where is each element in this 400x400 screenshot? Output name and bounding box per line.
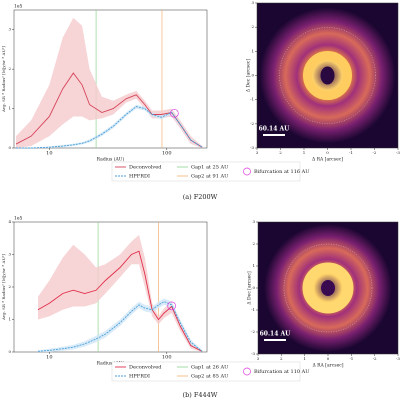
y-tick-label: 2 bbox=[8, 284, 11, 289]
x-tick-label: -3 bbox=[396, 356, 400, 361]
bifurcation-ring bbox=[283, 243, 373, 333]
y-offset-label: 1e5 bbox=[14, 216, 23, 222]
legend-label: Deconvolved bbox=[129, 165, 162, 171]
legend-label: Bifurcation at 110 AU bbox=[254, 369, 309, 375]
bifurcation-marker bbox=[167, 301, 176, 311]
plot-frame bbox=[13, 9, 208, 149]
y-tick-label: 3 bbox=[251, 0, 254, 5]
x-axis-label: Radius (AU) bbox=[97, 360, 125, 367]
y-tick-label: 1 bbox=[8, 106, 11, 111]
x-tick-label: 0 bbox=[327, 356, 330, 361]
x-tick-label: 2 bbox=[280, 356, 283, 361]
legend-label: HPFRDI bbox=[129, 174, 150, 180]
y-tick-label: -2 bbox=[251, 329, 255, 334]
bifurcation-ring bbox=[279, 27, 376, 124]
y-tick-label: 0 bbox=[252, 285, 255, 290]
x-tick-label: 3 bbox=[257, 356, 260, 361]
disk-center bbox=[320, 66, 335, 85]
y-axis-label: Δ Dec [arcsec] bbox=[246, 59, 252, 93]
x-tick-label: 100 bbox=[162, 355, 172, 361]
y-tick-label: -3 bbox=[250, 145, 254, 150]
y-tick-label: 0 bbox=[251, 73, 254, 78]
legend-box bbox=[111, 161, 301, 182]
x-tick-label: -1 bbox=[349, 150, 353, 155]
y-tick-label: 2 bbox=[251, 24, 254, 29]
y-axis-label: Δ Dec [arcsec] bbox=[247, 271, 253, 305]
y-tick-label: 3 bbox=[8, 27, 11, 32]
y-tick-label: -1 bbox=[251, 307, 255, 312]
x-tick-label: -2 bbox=[373, 150, 377, 155]
x-tick-label: 0 bbox=[326, 150, 329, 155]
legend-label: Gap1 at 25 AU bbox=[191, 165, 228, 171]
x-axis-label: Δ RA [arcsec] bbox=[312, 157, 343, 163]
inner-ring bbox=[303, 51, 352, 100]
legend-swatch bbox=[243, 167, 251, 176]
series-line bbox=[37, 301, 203, 352]
bifurcation-marker bbox=[170, 108, 179, 118]
legend-label: Gap2 at 85 AU bbox=[191, 374, 228, 380]
x-tick-label: -1 bbox=[349, 356, 353, 361]
uncertainty-band bbox=[37, 235, 203, 352]
y-tick-label: -2 bbox=[250, 121, 254, 126]
caption: (a) F200W bbox=[183, 193, 218, 201]
y-tick-label: 0 bbox=[8, 145, 11, 150]
y-axis-label: Avg. SB * Radius² [MJy/sr * AU²] bbox=[1, 254, 6, 321]
y-tick-label: 2 bbox=[252, 241, 255, 246]
y-tick-label: 1 bbox=[252, 263, 255, 268]
y-tick-label: 1 bbox=[251, 48, 254, 53]
y-tick-label: 3 bbox=[8, 252, 11, 257]
caption: (b) F444W bbox=[183, 391, 218, 399]
x-axis-label: Radius (AU) bbox=[97, 156, 125, 163]
x-tick-label: 10 bbox=[46, 151, 52, 157]
y-tick-label: 1 bbox=[8, 317, 11, 322]
x-tick-label: 3 bbox=[256, 150, 259, 155]
legend-label: Gap2 at 91 AU bbox=[191, 174, 228, 180]
disk-center bbox=[321, 280, 335, 296]
y-offset-label: 1e5 bbox=[14, 4, 23, 10]
legend-swatch bbox=[243, 367, 251, 376]
y-tick-label: 2 bbox=[8, 66, 11, 71]
x-tick-label: 100 bbox=[162, 151, 172, 157]
y-axis-label: Avg. SB * Radius² [MJy/sr * AU²] bbox=[1, 46, 6, 113]
x-axis-label: Δ RA [arcsec] bbox=[312, 363, 343, 369]
x-tick-label: 10 bbox=[46, 355, 52, 361]
legend-label: Deconvolved bbox=[129, 365, 162, 371]
series-line bbox=[15, 72, 203, 148]
legend-label: Bifurcation at 116 AU bbox=[254, 169, 309, 175]
x-tick-label: -3 bbox=[396, 150, 400, 155]
legend-label: Gap1 at 26 AU bbox=[191, 365, 228, 371]
x-tick-label: 1 bbox=[303, 356, 306, 361]
uncertainty-band bbox=[37, 298, 203, 352]
x-tick-label: 2 bbox=[279, 150, 282, 155]
y-tick-label: -3 bbox=[251, 351, 255, 356]
y-tick-label: 0 bbox=[8, 349, 11, 354]
x-tick-label: 1 bbox=[303, 150, 306, 155]
scalebar-label: 60.14 AU bbox=[259, 126, 291, 133]
legend-label: HPFRDI bbox=[129, 374, 150, 380]
inner-ring bbox=[302, 262, 354, 314]
y-tick-label: 4 bbox=[8, 219, 11, 224]
y-tick-label: 3 bbox=[252, 219, 255, 224]
legend-box bbox=[111, 361, 301, 382]
x-tick-label: -2 bbox=[373, 356, 377, 361]
y-tick-label: -1 bbox=[250, 97, 254, 102]
image-panel-b bbox=[258, 222, 398, 354]
image-panel-a bbox=[257, 3, 398, 148]
scalebar-label: 60.14 AU bbox=[260, 331, 292, 338]
